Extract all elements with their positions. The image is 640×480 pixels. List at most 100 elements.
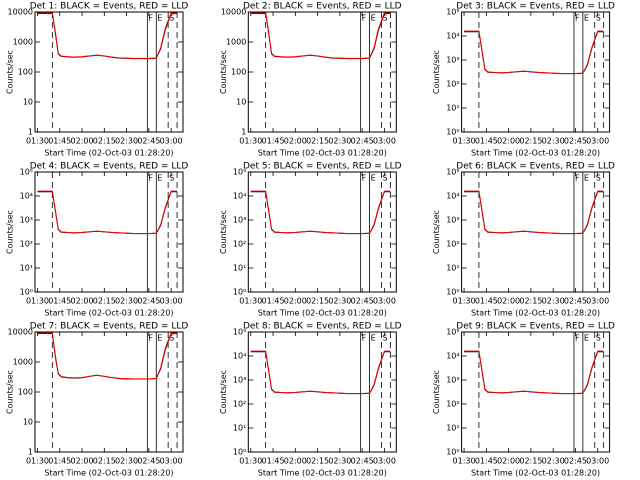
y-axis-label: Counts/sec [432, 370, 441, 414]
y-axis-label: Counts/sec [6, 370, 15, 414]
x-tick-label: 02:00 [284, 137, 307, 146]
x-tick-label: 02:30 [328, 137, 351, 146]
y-tick-label: 10¹ [446, 264, 459, 273]
y-tick-label: 10² [233, 400, 246, 409]
x-axis-label: Start Time (02-Oct-03 01:28:20) [258, 309, 387, 318]
x-tick-label: 01:45 [48, 137, 71, 146]
y-axis-label: Counts/sec [432, 210, 441, 254]
x-tick-label: 02:00 [70, 457, 93, 466]
plot-frame [34, 331, 184, 453]
series-line [464, 30, 604, 74]
plot-frame [461, 331, 611, 453]
x-tick-label: 02:30 [115, 297, 138, 306]
y-tick-label: 100 [231, 68, 246, 77]
y-tick-label: 10⁵ [446, 8, 459, 17]
y-tick-label: 10² [20, 240, 33, 249]
plot-frame [247, 11, 397, 133]
marker-label: S [169, 174, 174, 183]
y-tick-label: 10⁰ [446, 128, 459, 137]
y-tick-label: 1000 [226, 38, 246, 47]
marker-label: F [148, 174, 153, 183]
x-axis-label: Start Time (02-Oct-03 01:28:20) [44, 149, 173, 158]
y-tick-label: 1 [28, 128, 33, 137]
x-tick-label: 01:30 [26, 137, 49, 146]
y-tick-label: 10³ [233, 376, 246, 385]
y-tick-label: 10¹ [233, 424, 246, 433]
y-tick-label: 10000 [8, 8, 33, 17]
y-tick-label: 10² [446, 80, 459, 89]
y-axis-label: Counts/sec [6, 50, 15, 94]
y-tick-label: 1000 [13, 38, 33, 47]
y-tick-label: 10¹ [233, 264, 246, 273]
marker-label: E [157, 14, 162, 23]
marker-label: F [362, 334, 367, 343]
y-tick-label: 10² [233, 240, 246, 249]
series-line [250, 12, 391, 59]
x-tick-label: 02:45 [351, 137, 374, 146]
y-tick-label: 10¹ [446, 424, 459, 433]
x-tick-label: 02:30 [115, 137, 138, 146]
x-tick-label: 01:30 [453, 457, 476, 466]
marker-label: E [157, 334, 162, 343]
panel: Det 6: BLACK = Events, RED = LLD Start Ti… [432, 162, 615, 318]
y-tick-label: 10⁵ [233, 328, 246, 337]
x-tick-label: 02:30 [542, 457, 565, 466]
x-tick-label: 02:00 [70, 297, 93, 306]
panel: Det 9: BLACK = Events, RED = LLD Start Ti… [432, 322, 615, 478]
x-tick-label: 02:00 [284, 457, 307, 466]
x-tick-label: 02:30 [542, 137, 565, 146]
y-tick-label: 10³ [20, 216, 33, 225]
y-axis-label: Counts/sec [219, 210, 228, 254]
x-tick-label: 02:45 [564, 137, 587, 146]
y-tick-label: 1 [241, 128, 246, 137]
x-tick-label: 02:15 [519, 297, 542, 306]
x-axis-label: Start Time (02-Oct-03 01:28:20) [258, 469, 387, 478]
chart-title: Det 4: BLACK = Events, RED = LLD [30, 162, 189, 172]
x-axis-label: Start Time (02-Oct-03 01:28:20) [44, 469, 173, 478]
x-tick-label: 01:30 [239, 137, 262, 146]
marker-label: E [584, 14, 589, 23]
x-tick-label: 02:30 [328, 297, 351, 306]
chart-title: Det 7: BLACK = Events, RED = LLD [30, 322, 189, 332]
marker-label: E [584, 334, 589, 343]
marker-label: S [382, 174, 387, 183]
y-tick-label: 10¹ [20, 264, 33, 273]
y-tick-label: 10³ [446, 216, 459, 225]
series-line [37, 12, 178, 59]
y-tick-label: 10⁰ [233, 288, 246, 297]
marker-label: S [596, 334, 601, 343]
y-tick-label: 10000 [221, 8, 246, 17]
marker-label: S [596, 14, 601, 23]
series-line [37, 332, 178, 380]
y-tick-label: 10⁵ [233, 168, 246, 177]
y-tick-label: 10² [446, 400, 459, 409]
x-tick-label: 02:00 [497, 457, 520, 466]
x-axis-label: Start Time (02-Oct-03 01:28:20) [471, 469, 600, 478]
y-tick-label: 10⁴ [20, 192, 33, 201]
y-tick-label: 1000 [13, 358, 33, 367]
y-tick-label: 10⁵ [446, 168, 459, 177]
x-tick-label: 03:00 [373, 457, 396, 466]
x-tick-label: 02:45 [564, 457, 587, 466]
y-tick-label: 10³ [446, 56, 459, 65]
x-tick-label: 03:00 [373, 297, 396, 306]
x-tick-label: 01:45 [475, 137, 498, 146]
x-tick-label: 02:15 [93, 137, 116, 146]
x-tick-label: 02:15 [519, 457, 542, 466]
series-line [250, 190, 391, 234]
x-tick-label: 01:45 [262, 457, 285, 466]
marker-label: F [362, 14, 367, 23]
marker-label: S [382, 14, 387, 23]
series-line [464, 190, 604, 234]
marker-label: E [371, 14, 376, 23]
chart-title: Det 9: BLACK = Events, RED = LLD [456, 322, 615, 332]
y-tick-label: 10⁵ [446, 328, 459, 337]
panel: Det 2: BLACK = Events, RED = LLD Start Ti… [219, 2, 402, 158]
x-tick-label: 02:15 [306, 297, 329, 306]
y-tick-label: 10² [446, 240, 459, 249]
y-tick-label: 10⁴ [446, 192, 459, 201]
panel: Det 1: BLACK = Events, RED = LLD Start Ti… [6, 2, 189, 158]
y-tick-label: 100 [18, 68, 33, 77]
marker-label: F [575, 174, 580, 183]
plot-frame [461, 171, 611, 293]
